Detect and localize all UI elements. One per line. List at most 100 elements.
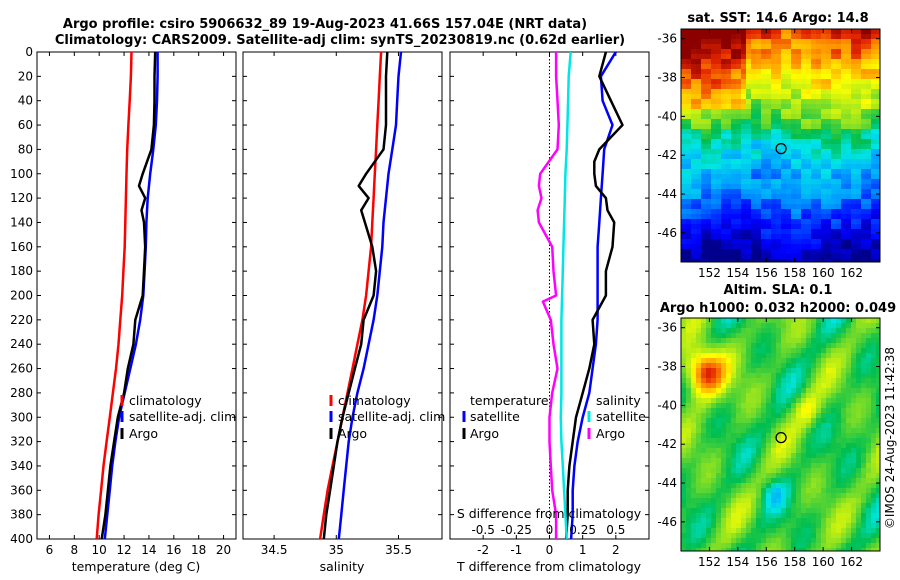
map-cell (751, 398, 757, 404)
map-cell (761, 483, 767, 489)
map-cell (716, 503, 722, 509)
map-cell (696, 194, 702, 200)
map-cell (861, 174, 867, 180)
map-cell (836, 219, 842, 225)
map-cell (711, 343, 717, 349)
map-cell (751, 159, 757, 165)
map-cell (726, 29, 732, 35)
map-cell (751, 209, 757, 215)
map-cell (701, 64, 707, 70)
map-cell (781, 134, 787, 140)
map-cell (851, 343, 857, 349)
map-cell (791, 408, 797, 414)
map-cell (731, 458, 737, 464)
map-cell (726, 413, 732, 419)
map-cell (856, 89, 862, 95)
map-cell (771, 174, 777, 180)
map-cell (706, 79, 712, 85)
map-cell (711, 44, 717, 50)
map-cell (786, 478, 792, 484)
map-cell (876, 199, 880, 205)
map-cell (716, 204, 722, 210)
map-cell (866, 468, 872, 474)
map-cell (816, 189, 822, 195)
map-cell (681, 89, 687, 95)
map-cell (876, 259, 880, 262)
map-cell (856, 503, 862, 509)
map-cell (761, 393, 767, 399)
map-cell (816, 393, 822, 399)
map-cell (841, 134, 847, 140)
map-y-tick-label: -36 (657, 32, 677, 46)
map-cell (826, 408, 832, 414)
map-cell (756, 318, 762, 324)
map-cell (786, 114, 792, 120)
map-cell (686, 503, 692, 509)
map-cell (716, 234, 722, 240)
map-cell (691, 368, 697, 374)
map-cell (771, 488, 777, 494)
map-cell (726, 323, 732, 329)
map-cell (831, 368, 837, 374)
map-cell (861, 423, 867, 429)
map-cell (681, 468, 687, 474)
map-cell (771, 533, 777, 539)
map-cell (711, 139, 717, 145)
map-cell (691, 523, 697, 529)
map-cell (821, 139, 827, 145)
map-cell (801, 398, 807, 404)
map-cell (726, 189, 732, 195)
map-cell (766, 488, 772, 494)
map-cell (711, 333, 717, 339)
map-cell (751, 358, 757, 364)
map-cell (841, 538, 847, 544)
map-cell (691, 398, 697, 404)
map-cell (821, 169, 827, 175)
map-cell (761, 343, 767, 349)
map-cell (821, 39, 827, 45)
map-cell (801, 448, 807, 454)
map-cell (811, 318, 817, 324)
map-cell (811, 528, 817, 534)
map-cell (766, 239, 772, 245)
map-cell (711, 518, 717, 524)
map-x-tick-label: 154 (726, 555, 749, 569)
map-cell (816, 418, 822, 424)
map-cell (726, 383, 732, 389)
map-cell (771, 184, 777, 190)
map-cell (741, 249, 747, 255)
map-cell (826, 114, 832, 120)
map-cell (761, 104, 767, 110)
map-cell (821, 368, 827, 374)
map-cell (796, 84, 802, 90)
map-cell (801, 383, 807, 389)
map-cell (746, 159, 752, 165)
map-cell (721, 448, 727, 454)
map-cell (691, 89, 697, 95)
map-cell (866, 189, 872, 195)
map-cell (776, 84, 782, 90)
map-cell (821, 513, 827, 519)
map-cell (756, 174, 762, 180)
map-cell (866, 164, 872, 170)
map-cell (721, 154, 727, 160)
map-cell (841, 259, 847, 262)
map-cell (816, 49, 822, 55)
map-cell (796, 164, 802, 170)
map-cell (786, 413, 792, 419)
series-line-t-argo (564, 52, 624, 539)
map-cell (826, 204, 832, 210)
map-cell (776, 59, 782, 65)
map-cell (741, 149, 747, 155)
map-cell (761, 543, 767, 549)
map-cell (696, 543, 702, 549)
map-cell (766, 428, 772, 434)
map-cell (791, 214, 797, 220)
map-cell (876, 124, 880, 130)
map-cell (786, 44, 792, 50)
map-cell (841, 59, 847, 65)
map-cell (861, 418, 867, 424)
map-cell (786, 468, 792, 474)
map-cell (726, 199, 732, 205)
map-cell (876, 453, 880, 459)
